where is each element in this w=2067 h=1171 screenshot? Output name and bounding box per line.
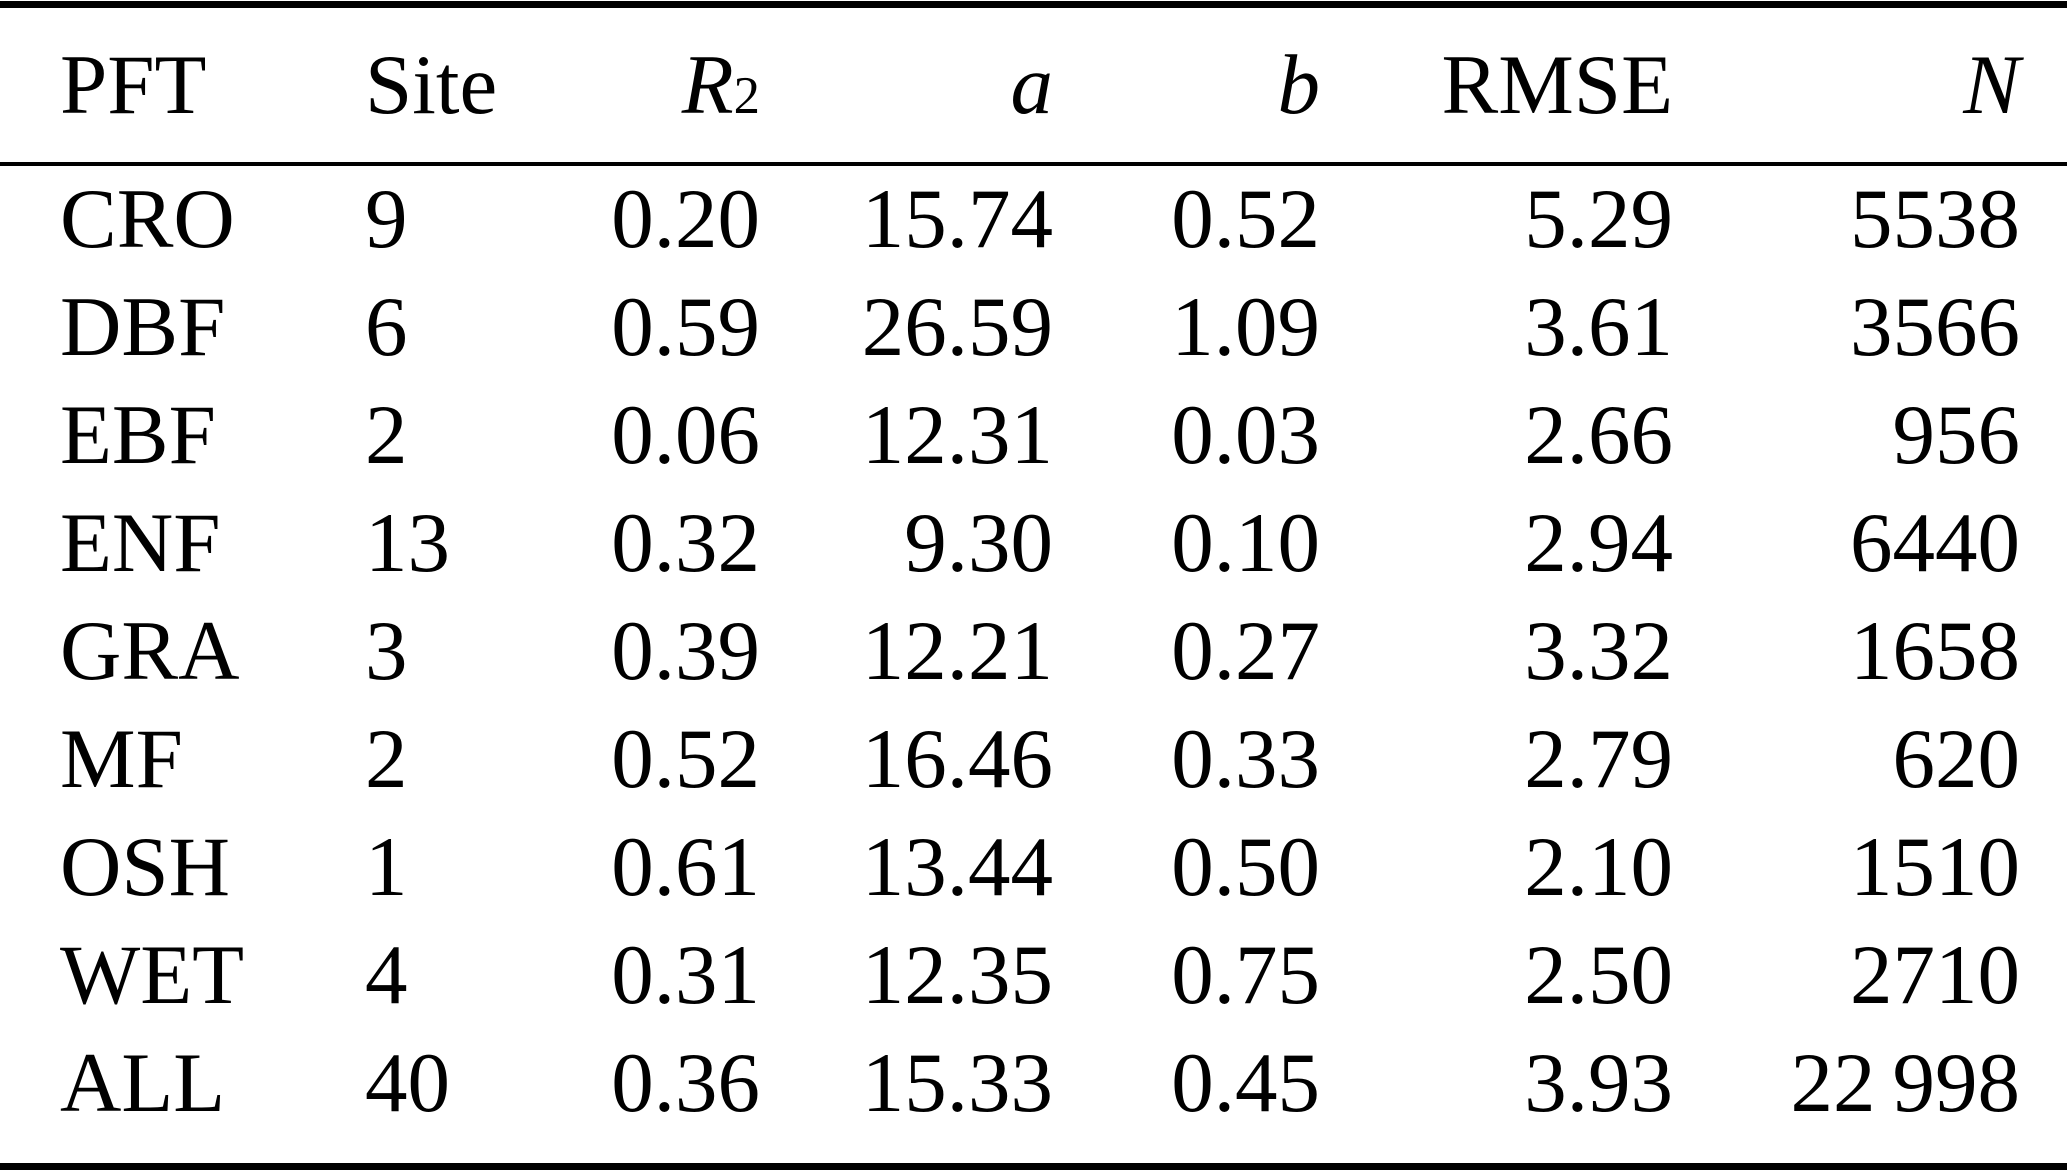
- col-header-r2-base: R: [681, 37, 734, 132]
- cell-rmse: 5.29: [1524, 172, 1673, 267]
- table-row: WET 4 0.31 12.35 0.75 2.50 2710: [0, 921, 2067, 1029]
- cell-r2: 0.06: [611, 388, 760, 483]
- cell-site: 2: [365, 388, 408, 483]
- cell-n: 6440: [1850, 496, 2020, 591]
- cell-b: 1.09: [1171, 280, 1320, 375]
- cell-b: 0.10: [1171, 496, 1320, 591]
- table-row: ENF 13 0.32 9.30 0.10 2.94 6440: [0, 490, 2067, 598]
- table-row: ALL 40 0.36 15.33 0.45 3.93 22 998: [0, 1029, 2067, 1137]
- cell-b: 0.52: [1171, 172, 1320, 267]
- cell-a: 12.21: [861, 604, 1053, 698]
- cell-a: 16.46: [861, 711, 1053, 806]
- cell-rmse: 2.50: [1524, 927, 1673, 1022]
- cell-site: 13: [365, 496, 450, 591]
- table-row: EBF 2 0.06 12.31 0.03 2.66 956: [0, 382, 2067, 490]
- cell-a: 15.33: [861, 1035, 1053, 1130]
- cell-n: 3566: [1850, 280, 2020, 375]
- cell-pft: MF: [60, 711, 183, 806]
- table-row: CRO 9 0.20 15.74 0.52 5.29 5538: [0, 166, 2067, 274]
- cell-r2: 0.52: [611, 711, 760, 806]
- cell-b: 0.50: [1171, 819, 1320, 914]
- cell-site: 3: [365, 604, 408, 698]
- cell-pft: GRA: [60, 604, 240, 698]
- cell-site: 1: [365, 819, 408, 914]
- table-header-row: PFT Site R2 a b RMSE N: [0, 8, 2067, 162]
- cell-a: 15.74: [861, 172, 1053, 267]
- cell-n: 1510: [1850, 819, 2020, 914]
- cell-b: 0.75: [1171, 927, 1320, 1022]
- table-row: GRA 3 0.39 12.21 0.27 3.32 1658: [0, 598, 2067, 706]
- table-row: DBF 6 0.59 26.59 1.09 3.61 3566: [0, 274, 2067, 382]
- cell-r2: 0.20: [611, 172, 760, 267]
- cell-r2: 0.36: [611, 1035, 760, 1130]
- cell-rmse: 2.10: [1524, 819, 1673, 914]
- cell-n: 22 998: [1790, 1035, 2020, 1130]
- col-header-rmse: RMSE: [1441, 37, 1673, 132]
- cell-a: 13.44: [861, 819, 1053, 914]
- cell-a: 26.59: [861, 280, 1053, 375]
- cell-r2: 0.39: [611, 604, 760, 698]
- cell-r2: 0.61: [611, 819, 760, 914]
- cell-pft: CRO: [60, 172, 235, 267]
- cell-pft: ENF: [60, 496, 221, 591]
- cell-r2: 0.32: [611, 496, 760, 591]
- cell-site: 40: [365, 1035, 450, 1130]
- cell-n: 1658: [1850, 604, 2020, 698]
- cell-pft: DBF: [60, 280, 226, 375]
- cell-site: 6: [365, 280, 408, 375]
- cell-a: 12.31: [861, 388, 1053, 483]
- col-header-r2: R2: [565, 42, 760, 128]
- table-row: MF 2 0.52 16.46 0.33 2.79 620: [0, 705, 2067, 813]
- col-header-a: a: [1010, 37, 1054, 132]
- cell-n: 5538: [1850, 172, 2020, 267]
- col-header-site: Site: [365, 37, 498, 132]
- cell-pft: OSH: [60, 819, 231, 914]
- cell-n: 620: [1892, 711, 2021, 806]
- cell-b: 0.33: [1171, 711, 1320, 806]
- cell-site: 2: [365, 711, 408, 806]
- cell-site: 4: [365, 927, 408, 1022]
- cell-pft: EBF: [60, 388, 216, 483]
- cell-rmse: 3.93: [1524, 1035, 1673, 1130]
- cell-r2: 0.31: [611, 927, 760, 1022]
- cell-pft: WET: [60, 927, 245, 1022]
- cell-a: 12.35: [861, 927, 1053, 1022]
- cell-rmse: 2.94: [1524, 496, 1673, 591]
- cell-b: 0.03: [1171, 388, 1320, 483]
- cell-b: 0.45: [1171, 1035, 1320, 1130]
- table-bottom-rule: [0, 1163, 2067, 1170]
- cell-r2: 0.59: [611, 280, 760, 375]
- table-row: OSH 1 0.61 13.44 0.50 2.10 1510: [0, 813, 2067, 921]
- col-header-n: N: [1963, 37, 2020, 132]
- table-mid-rule: [0, 162, 2067, 166]
- cell-rmse: 3.61: [1524, 280, 1673, 375]
- cell-rmse: 3.32: [1524, 604, 1673, 698]
- cell-b: 0.27: [1171, 604, 1320, 698]
- cell-n: 956: [1892, 388, 2021, 483]
- cell-rmse: 2.66: [1524, 388, 1673, 483]
- cell-pft: ALL: [60, 1035, 226, 1130]
- cell-n: 2710: [1850, 927, 2020, 1022]
- cell-site: 9: [365, 172, 408, 267]
- table-body: CRO 9 0.20 15.74 0.52 5.29 5538 DBF 6 0.…: [0, 166, 2067, 1163]
- col-header-r2-exponent: 2: [733, 66, 760, 125]
- cell-rmse: 2.79: [1524, 711, 1673, 806]
- table-top-rule: [0, 1, 2067, 8]
- cell-a: 9.30: [904, 496, 1053, 591]
- col-header-b: b: [1277, 37, 1321, 132]
- col-header-pft: PFT: [60, 37, 207, 132]
